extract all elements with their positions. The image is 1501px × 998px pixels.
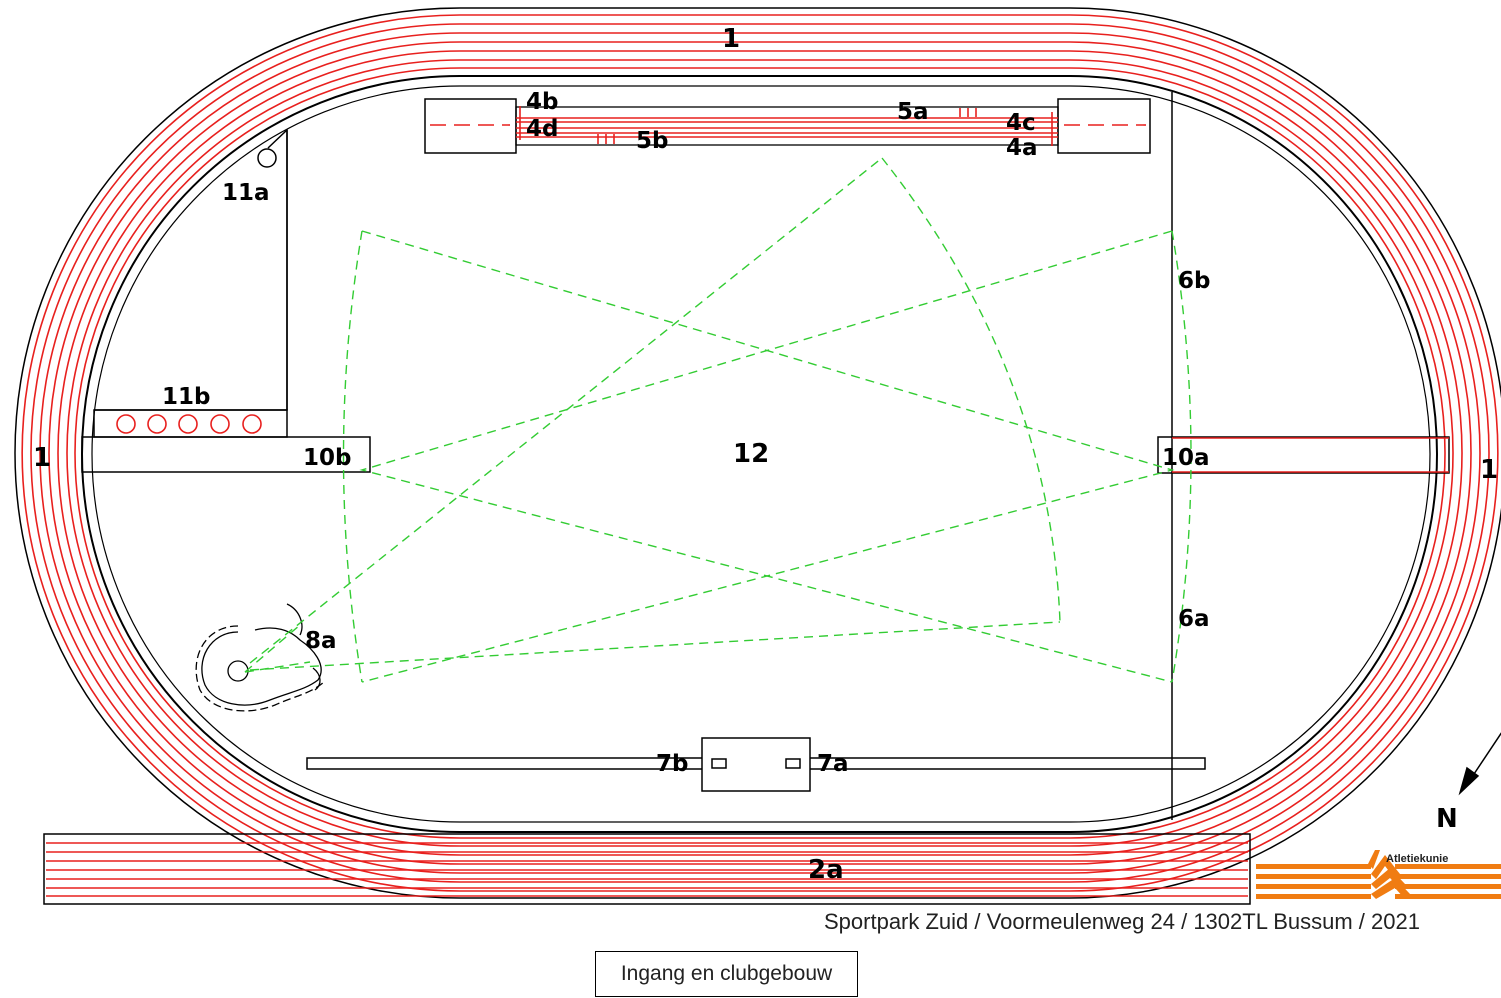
label-4c: 4c bbox=[1006, 110, 1036, 136]
sprint-straight bbox=[43, 833, 1251, 905]
label-north: N bbox=[1436, 804, 1458, 834]
label-6a: 6a bbox=[1178, 606, 1210, 632]
label-2a: 2a bbox=[808, 855, 844, 885]
track-outer-edge bbox=[14, 7, 1501, 899]
label-5a: 5a bbox=[897, 99, 929, 125]
label-7a: 7a bbox=[817, 751, 849, 777]
address-line: Sportpark Zuid / Voormeulenweg 24 / 1302… bbox=[824, 909, 1420, 934]
infield-edge bbox=[91, 85, 1431, 823]
logo-text: Atletiekunie bbox=[1386, 853, 1448, 865]
label-11b: 11b bbox=[162, 384, 210, 410]
atletiekunie-logo: Atletiekunie bbox=[1256, 850, 1501, 899]
track-inner-edge bbox=[81, 75, 1438, 833]
throwing-sectors bbox=[244, 157, 1192, 683]
circles-11b bbox=[116, 414, 262, 434]
label-track-left: 1 bbox=[33, 443, 51, 473]
track-lanes bbox=[21, 14, 1499, 892]
entrance-label: Ingang en clubgebouw bbox=[620, 962, 833, 985]
label-4d: 4d bbox=[526, 116, 558, 142]
label-6b: 6b bbox=[1178, 268, 1210, 294]
label-track-top: 1 bbox=[722, 24, 740, 54]
label-8a: 8a bbox=[305, 628, 337, 654]
field-structures bbox=[81, 92, 1450, 820]
label-5b: 5b bbox=[636, 128, 668, 154]
label-11a: 11a bbox=[222, 180, 270, 206]
label-7b: 7b bbox=[656, 751, 688, 777]
label-10b: 10b bbox=[303, 445, 351, 471]
entrance-box: Ingang en clubgebouw bbox=[595, 951, 858, 997]
label-4b: 4b bbox=[526, 89, 558, 115]
label-4a: 4a bbox=[1006, 135, 1038, 161]
label-track-right: 1 bbox=[1480, 455, 1498, 485]
runway-10a-lines bbox=[1172, 437, 1449, 473]
north-arrow-icon bbox=[1458, 732, 1501, 796]
area-labels: 1 1 1 4b 4d 5a 5b 4c 4a 11a 11b 6b 6a 10… bbox=[33, 24, 1498, 885]
label-12: 12 bbox=[733, 439, 769, 469]
throw-circle-11a bbox=[257, 148, 277, 168]
throw-cage-8a bbox=[195, 603, 325, 712]
jump-runway-top bbox=[424, 98, 1151, 154]
label-10a: 10a bbox=[1162, 445, 1210, 471]
